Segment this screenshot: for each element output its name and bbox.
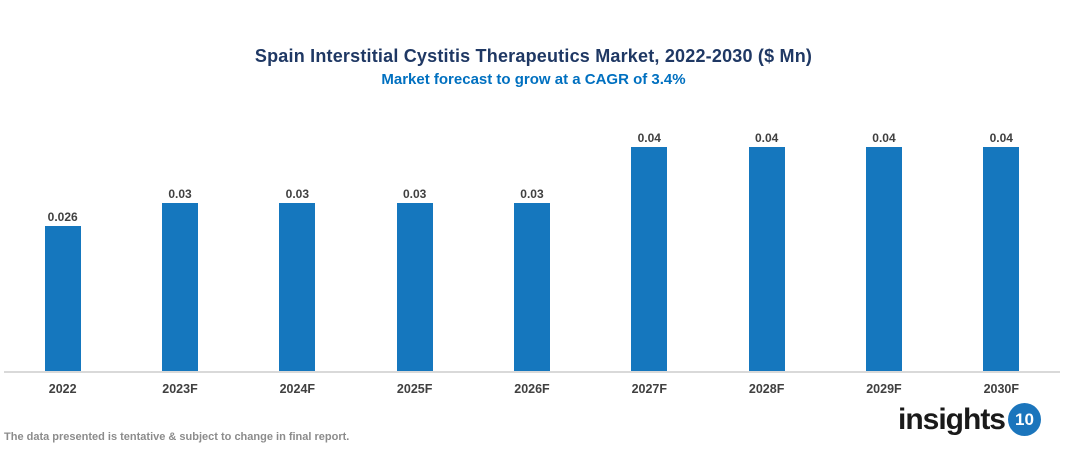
bar <box>631 147 668 371</box>
x-axis: 2022 2023F 2024F 2025F 2026F 2027F 2028F 2029F 2… <box>4 375 1060 396</box>
bar-value-label: 0.04 <box>989 131 1013 145</box>
chart-title: Spain Interstitial Cystitis Therapeutics… <box>254 46 813 66</box>
footer-disclaimer: The data presented is tentative & subjec… <box>4 431 350 443</box>
bar-column: 0.04 <box>708 110 825 371</box>
bar <box>44 226 81 371</box>
bar <box>279 203 316 371</box>
bar-value-label: 0.03 <box>168 187 192 201</box>
bar <box>983 147 1020 371</box>
bar-column: 0.03 <box>239 110 356 371</box>
bar-value-label: 0.04 <box>872 131 896 145</box>
insights10-logo: insights 10 <box>898 403 1041 436</box>
bar-value-label: 0.026 <box>47 210 78 224</box>
bar-value-label: 0.03 <box>285 187 309 201</box>
bar-column: 0.026 <box>4 110 121 371</box>
bar-column: 0.03 <box>121 110 238 371</box>
logo-text: insights <box>897 402 1006 436</box>
bar-value-label: 0.03 <box>520 187 544 201</box>
bar-value-label: 0.04 <box>754 131 779 145</box>
plot-area: 0.026 0.03 0.03 0.03 0.03 0.04 0.04 0.04 0.04 <box>4 110 1060 373</box>
bar-column: 0.03 <box>356 110 473 371</box>
chart-subtitle: Market forecast to grow at a CAGR of 3.4… <box>381 71 686 88</box>
bar-value-label: 0.03 <box>402 187 427 201</box>
bar-column: 0.04 <box>943 110 1060 371</box>
x-axis-label: 2022 <box>48 382 77 396</box>
bar <box>161 203 198 371</box>
logo-badge-icon: 10 <box>1008 403 1041 436</box>
x-axis-label: 2030F <box>983 382 1020 396</box>
x-axis-label: 2023F <box>162 382 198 396</box>
bar-value-label: 0.04 <box>637 131 661 145</box>
bar <box>513 203 550 371</box>
bar-column: 0.04 <box>825 110 942 371</box>
x-axis-label: 2027F <box>631 382 668 396</box>
bar <box>396 203 433 371</box>
x-axis-label: 2024F <box>279 382 316 396</box>
x-axis-label: 2026F <box>514 382 550 396</box>
x-axis-label: 2028F <box>748 382 785 396</box>
bar-column: 0.03 <box>473 110 590 371</box>
bar <box>865 147 902 371</box>
x-axis-label: 2029F <box>866 382 902 396</box>
bar <box>748 147 785 371</box>
x-axis-label: 2025F <box>396 382 433 396</box>
bar-column: 0.04 <box>591 110 708 371</box>
